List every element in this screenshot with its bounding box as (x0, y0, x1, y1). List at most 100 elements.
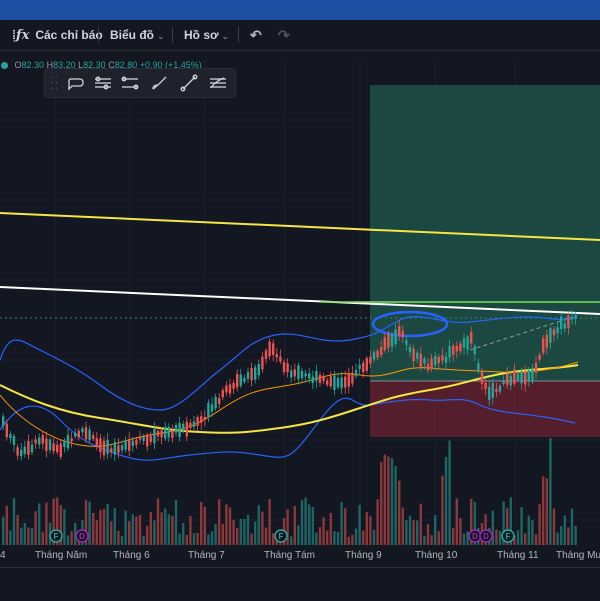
candle[interactable] (268, 341, 271, 357)
candle[interactable] (34, 439, 37, 444)
callout-icon[interactable] (65, 73, 87, 93)
candle[interactable] (135, 439, 138, 445)
candle[interactable] (164, 426, 167, 439)
candle[interactable] (498, 385, 502, 392)
candle[interactable] (185, 421, 188, 437)
candle[interactable] (376, 351, 379, 358)
candle[interactable] (426, 363, 430, 371)
candle[interactable] (77, 430, 80, 438)
candle[interactable] (282, 362, 286, 372)
candle[interactable] (254, 367, 257, 380)
candle[interactable] (124, 440, 127, 450)
candle[interactable] (455, 345, 458, 352)
candle[interactable] (549, 328, 552, 343)
candle[interactable] (182, 423, 185, 432)
candle[interactable] (358, 364, 361, 370)
candle[interactable] (516, 373, 520, 380)
candle[interactable] (27, 440, 30, 456)
candle[interactable] (110, 448, 113, 453)
candle[interactable] (362, 362, 365, 373)
candle[interactable] (444, 356, 448, 363)
candle[interactable] (488, 386, 491, 400)
candle[interactable] (146, 434, 149, 447)
stop-loss-zone[interactable] (370, 381, 600, 437)
candle[interactable] (322, 375, 325, 381)
candle[interactable] (81, 428, 84, 433)
candle[interactable] (383, 337, 386, 351)
candle[interactable] (416, 352, 419, 359)
candle[interactable] (538, 354, 541, 360)
candle[interactable] (30, 444, 34, 453)
candle[interactable] (434, 355, 437, 365)
candle[interactable] (326, 380, 329, 385)
target-profit-zone[interactable] (370, 85, 600, 381)
event-badge[interactable]: F (274, 529, 288, 543)
candle[interactable] (113, 442, 116, 455)
candle[interactable] (394, 329, 397, 344)
candle[interactable] (344, 376, 347, 388)
candle[interactable] (171, 430, 174, 438)
candle[interactable] (473, 345, 476, 355)
candle[interactable] (167, 426, 170, 438)
candle[interactable] (502, 380, 505, 385)
drawing-toolbar[interactable]: ⁚⁚ ⁚⁚ (44, 68, 236, 98)
candle[interactable] (192, 421, 196, 427)
candle[interactable] (552, 329, 556, 336)
candle[interactable] (480, 370, 484, 385)
candle[interactable] (214, 396, 217, 409)
candle[interactable] (203, 416, 206, 420)
candle[interactable] (92, 435, 95, 440)
candle[interactable] (304, 373, 307, 377)
candle[interactable] (470, 332, 473, 344)
candle[interactable] (315, 370, 318, 382)
candle[interactable] (174, 425, 178, 433)
candle[interactable] (423, 358, 426, 364)
candle[interactable] (509, 375, 512, 386)
candle[interactable] (232, 382, 235, 389)
candle[interactable] (210, 404, 214, 412)
trend-line-icon[interactable] (178, 73, 200, 93)
projection-icon[interactable] (119, 73, 141, 93)
candle[interactable] (128, 438, 131, 451)
candle[interactable] (20, 449, 23, 457)
candle[interactable] (531, 367, 534, 382)
candlestick-series[interactable] (2, 310, 577, 462)
candle[interactable] (527, 369, 530, 382)
candle[interactable] (506, 373, 509, 385)
grip-icon[interactable]: ⁚⁚ ⁚⁚ (51, 75, 59, 91)
candle[interactable] (74, 432, 77, 437)
candle[interactable] (196, 417, 199, 426)
candle[interactable] (272, 343, 275, 355)
candle[interactable] (23, 446, 26, 454)
candle[interactable] (178, 423, 181, 438)
candle[interactable] (459, 343, 462, 352)
candle[interactable] (41, 435, 44, 444)
candle[interactable] (419, 353, 422, 369)
candle[interactable] (333, 375, 336, 390)
event-badge[interactable]: F (49, 529, 63, 543)
candle[interactable] (138, 436, 142, 440)
candle[interactable] (142, 436, 145, 441)
fib-icon[interactable] (207, 73, 229, 93)
candle[interactable] (286, 363, 289, 373)
yellow-trend-line[interactable] (0, 212, 600, 241)
candle[interactable] (408, 347, 412, 353)
event-badge[interactable]: D (468, 529, 482, 543)
candle[interactable] (524, 371, 527, 385)
candle[interactable] (336, 378, 340, 388)
candle[interactable] (160, 430, 163, 438)
long-position-icon[interactable] (92, 73, 114, 93)
candle[interactable] (156, 430, 160, 437)
candle[interactable] (95, 438, 98, 446)
candle[interactable] (243, 378, 246, 382)
candle[interactable] (56, 444, 59, 453)
event-badge[interactable]: D (75, 529, 89, 543)
candle[interactable] (52, 443, 55, 452)
candle[interactable] (369, 356, 372, 364)
candle[interactable] (261, 356, 264, 370)
candle[interactable] (66, 434, 70, 449)
candle[interactable] (228, 384, 232, 394)
candle[interactable] (106, 439, 109, 454)
candle[interactable] (542, 338, 545, 353)
